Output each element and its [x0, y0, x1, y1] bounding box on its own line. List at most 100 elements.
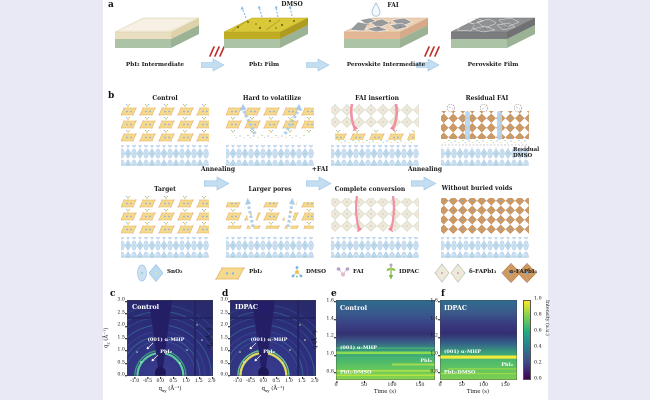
axis-tick-label: 50	[360, 381, 368, 388]
residual-fai-label: Residual FAI	[465, 95, 509, 102]
axis-tick-label: 1.5	[195, 377, 203, 384]
axis-tick-label: -0.5	[142, 377, 153, 384]
axis-tick-label: 1.5	[298, 377, 306, 384]
pbi2-dmso-annotation: PbI₂·DMSO	[444, 370, 476, 376]
pbi2-intermediate-illustration	[114, 17, 200, 48]
axis-tick-label: 0.4	[534, 344, 542, 350]
schematic-larger-pores	[226, 198, 314, 258]
droplet-icon	[371, 2, 381, 17]
hard-to-volatilize-label: Hard to volatilize	[242, 95, 302, 102]
axis-tick-label: 1.6	[326, 298, 334, 304]
giwaxs-idpac-y-axis-label: qz (Å⁻¹)	[206, 327, 214, 349]
giwaxs-idpac-x-axis-label: qxy (Å⁻¹)	[261, 386, 285, 394]
axis-tick-label: 2.0	[220, 322, 228, 328]
pbi2-dmso-annotation: PbI₂·DMSO	[340, 370, 372, 376]
axis-tick-label: 100	[478, 381, 489, 388]
giwaxs-control-y-axis-label: qz (Å⁻¹)	[103, 327, 111, 349]
plot-title: Control	[132, 303, 160, 311]
pbi2-annotation: PbI₂	[263, 349, 275, 355]
colorbar-ticks: 1.0 0.8 0.6 0.4 0.2 0.0	[533, 297, 545, 382]
axis-tick-label: 0	[334, 381, 338, 388]
insitu-control-y-ticks: 0.8 1.0 1.2 1.4 1.6	[321, 298, 335, 380]
axis-tick-label: 0.8	[430, 369, 438, 375]
target-label: Target	[154, 186, 176, 193]
step-caption: Perovskite Intermediate	[346, 62, 426, 68]
axis-tick-label: 3.0	[117, 297, 125, 303]
axis-tick-label: 2.5	[220, 310, 228, 316]
schematic-residual-fai	[441, 104, 529, 166]
axis-tick-label: 50	[458, 381, 465, 388]
insitu-control-x-ticks: 0 50 100 150	[334, 381, 435, 390]
plus-fai-label: +FAI	[311, 166, 329, 173]
insitu-control-plot: Control (001) α-MHP PbI₂·DMSO PbI₂	[336, 300, 435, 380]
delta-fapbi3-legend-icon	[434, 263, 466, 283]
axis-tick-label: 0.0	[117, 372, 125, 378]
axis-tick-label: 1.0	[117, 347, 125, 353]
schematic-fai-insertion	[331, 104, 419, 166]
idpac-legend-icon	[386, 263, 396, 280]
giwaxs-control-x-axis-label: qxy (Å⁻¹)	[158, 386, 182, 394]
fai-arrow-icon	[306, 176, 332, 191]
axis-tick-label: 1.2	[430, 333, 438, 339]
insitu-idpac-y-ticks: 0.8 1.0 1.2 1.4 1.6	[425, 299, 439, 380]
schematic-control	[121, 104, 209, 166]
axis-tick-label: 0.8	[534, 312, 542, 318]
axis-tick-label: 0.5	[117, 360, 125, 366]
giwaxs-control-plot: Control (001) α-MHP PbI₂	[127, 300, 213, 376]
axis-tick-label: 1.2	[326, 333, 334, 339]
axis-tick-label: 0.8	[326, 369, 334, 375]
figure-canvas: a DMSO FAI	[103, 0, 549, 400]
insitu-control-y-axis-label: q (Å⁻¹)	[312, 330, 319, 350]
panel-b-label: b	[108, 91, 115, 101]
pbi2-annotation: PbI₂	[501, 362, 513, 368]
axis-tick-label: 0.6	[534, 328, 542, 334]
schematic-without-buried-voids	[441, 198, 529, 258]
axis-tick-label: 1.0	[430, 351, 438, 357]
alpha-fapbi3-legend-label: α-FAPbI₃	[509, 269, 537, 275]
insitu-idpac-plot: IDPAC (001) α-MHP PbI₂·DMSO PbI₂	[440, 300, 517, 380]
panel-a-label: a	[108, 0, 114, 10]
axis-tick-label: 2.0	[117, 322, 125, 328]
axis-tick-label: 0.5	[169, 377, 178, 384]
process-arrow-icon	[416, 58, 440, 72]
axis-tick-label: 0.5	[272, 377, 281, 384]
dmso-legend-label: DMSO	[306, 269, 326, 275]
control-label: Control	[152, 95, 178, 102]
colorbar-label: Intensity (a.u.)	[544, 300, 549, 336]
process-arrow-icon	[201, 58, 225, 72]
annealing-label: Annealing	[200, 166, 236, 173]
alpha-mhp-annotation: (001) α-MHP	[340, 344, 377, 351]
axis-tick-label: 2.0	[310, 377, 319, 384]
annealing-arrow-icon	[411, 176, 437, 191]
insitu-idpac-x-axis-label: Time (s)	[466, 389, 490, 395]
axis-tick-label: 1.5	[117, 335, 125, 341]
giwaxs-control-x-ticks: -1.0 -0.5 0.0 0.5 1.0 1.5 2.0	[127, 377, 216, 386]
axis-tick-label: 1.4	[430, 316, 438, 322]
alpha-fapbi3-legend-icon	[501, 262, 537, 284]
process-arrow-icon	[306, 58, 330, 72]
without-buried-voids-label: Without buried voids	[441, 185, 513, 192]
alpha-mhp-annotation: (001) α-MHP	[251, 336, 288, 343]
pbi2-legend-label: PbI₂	[249, 269, 263, 275]
step-caption: PbI₂ Film	[248, 62, 280, 68]
axis-tick-label: 0.0	[156, 377, 165, 384]
schematic-complete-conversion	[331, 196, 419, 258]
panel-c-label: c	[110, 289, 116, 299]
pbi2-film-illustration	[223, 6, 309, 48]
heat-icon	[209, 46, 225, 57]
panel-f-label: f	[441, 289, 445, 299]
complete-conversion-label: Complete conversion	[334, 186, 406, 193]
heat-icon	[424, 46, 440, 57]
annealing-arrow-icon	[204, 176, 230, 191]
panel-e-label: e	[331, 289, 337, 299]
axis-tick-label: 150	[500, 381, 510, 388]
alpha-mhp-annotation: (001) α-MHP	[444, 348, 481, 355]
step-caption: Perovskite Film	[467, 62, 519, 68]
axis-tick-label: -0.5	[245, 377, 256, 384]
axis-tick-label: 1.0	[182, 377, 190, 384]
axis-tick-label: 0.0	[259, 377, 268, 384]
fai-annotation: FAI	[387, 2, 399, 9]
fai-legend-icon	[336, 267, 350, 277]
fai-legend-label: FAI	[353, 269, 364, 275]
